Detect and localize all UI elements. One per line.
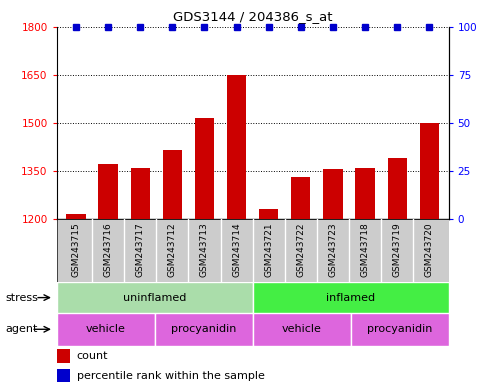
Bar bbox=[57, 313, 155, 346]
Text: GSM243717: GSM243717 bbox=[136, 222, 145, 277]
Bar bbox=[57, 349, 70, 363]
Bar bbox=[57, 369, 70, 382]
Bar bbox=[131, 168, 150, 219]
Bar bbox=[420, 123, 439, 219]
Bar bbox=[252, 313, 351, 346]
Text: GSM243716: GSM243716 bbox=[104, 222, 112, 277]
Text: GSM243720: GSM243720 bbox=[425, 222, 434, 277]
Bar bbox=[323, 169, 343, 219]
Bar bbox=[355, 168, 375, 219]
Text: uninflamed: uninflamed bbox=[123, 293, 186, 303]
Text: GSM243713: GSM243713 bbox=[200, 222, 209, 277]
Bar bbox=[99, 164, 118, 219]
Text: procyanidin: procyanidin bbox=[171, 324, 236, 334]
Bar bbox=[163, 150, 182, 219]
Bar bbox=[195, 118, 214, 219]
Text: percentile rank within the sample: percentile rank within the sample bbox=[77, 371, 265, 381]
Bar bbox=[351, 313, 449, 346]
Bar bbox=[227, 75, 246, 219]
Text: vehicle: vehicle bbox=[86, 324, 126, 334]
Text: agent: agent bbox=[5, 324, 37, 334]
Text: inflamed: inflamed bbox=[326, 293, 375, 303]
Text: GSM243718: GSM243718 bbox=[360, 222, 370, 277]
Text: count: count bbox=[77, 351, 108, 361]
Text: GSM243714: GSM243714 bbox=[232, 222, 241, 277]
Title: GDS3144 / 204386_s_at: GDS3144 / 204386_s_at bbox=[173, 10, 332, 23]
Bar bbox=[57, 219, 449, 282]
Text: GSM243721: GSM243721 bbox=[264, 222, 273, 277]
Text: vehicle: vehicle bbox=[282, 324, 321, 334]
Bar bbox=[67, 214, 86, 219]
Text: procyanidin: procyanidin bbox=[367, 324, 432, 334]
Bar bbox=[387, 158, 407, 219]
Bar bbox=[155, 313, 252, 346]
Text: stress: stress bbox=[5, 293, 38, 303]
Text: GSM243722: GSM243722 bbox=[296, 222, 305, 276]
Text: GSM243723: GSM243723 bbox=[328, 222, 338, 277]
Text: GSM243712: GSM243712 bbox=[168, 222, 177, 277]
Bar bbox=[57, 282, 252, 313]
Bar bbox=[291, 177, 311, 219]
Bar bbox=[259, 209, 279, 219]
Text: GSM243715: GSM243715 bbox=[71, 222, 80, 277]
Bar bbox=[252, 282, 449, 313]
Text: GSM243719: GSM243719 bbox=[393, 222, 402, 277]
